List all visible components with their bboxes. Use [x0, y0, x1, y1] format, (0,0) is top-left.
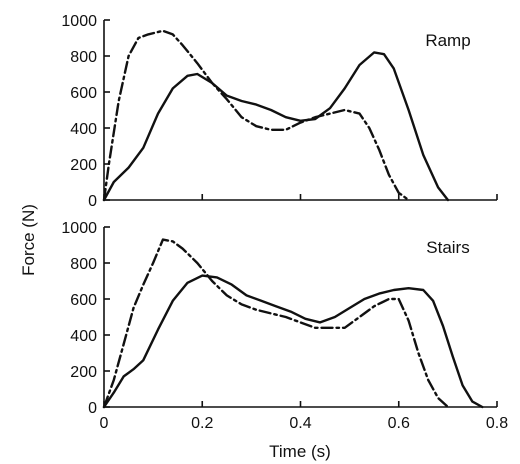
ramp-y-tick-label: 600: [70, 85, 97, 102]
x-tick-label: 0.8: [486, 415, 508, 432]
ramp-panel-label: Ramp: [425, 31, 470, 50]
x-axis-label: Time (s): [269, 442, 331, 461]
stairs-y-tick-label: 1000: [61, 220, 97, 237]
stairs-panel-label: Stairs: [426, 238, 469, 257]
stairs-y-tick-label: 600: [70, 292, 97, 309]
stairs-y-tick-label: 400: [70, 328, 97, 345]
ramp-y-tick-label: 800: [70, 49, 97, 66]
ramp-solid-line: [102, 51, 450, 202]
x-tick-label: 0.6: [388, 415, 410, 432]
ramp-dash-dot-line: [102, 29, 410, 202]
ramp-y-tick-label: 200: [70, 157, 97, 174]
stairs-y-tick-label: 200: [70, 364, 97, 381]
stairs-y-tick-label: 0: [88, 400, 97, 417]
stairs-solid-line: [102, 274, 484, 409]
x-tick-label: 0.4: [289, 415, 311, 432]
ramp-y-tick-label: 1000: [61, 13, 97, 30]
stairs-panel: 0 200 400 600 800 1000 0 0.2 0.4 0.6 0.8 Stairs: [61, 220, 508, 432]
y-axis-label: Force (N): [19, 204, 38, 276]
ramp-y-tick-label: 0: [88, 193, 97, 210]
x-tick-label: 0: [100, 415, 109, 432]
x-tick-label: 0.2: [191, 415, 213, 432]
stairs-y-tick-label: 800: [70, 256, 97, 273]
ramp-y-tick-label: 400: [70, 121, 97, 138]
ramp-panel: 0 200 400 600 800 1000 Ramp: [61, 13, 498, 210]
stairs-dash-dot-line: [102, 238, 450, 409]
